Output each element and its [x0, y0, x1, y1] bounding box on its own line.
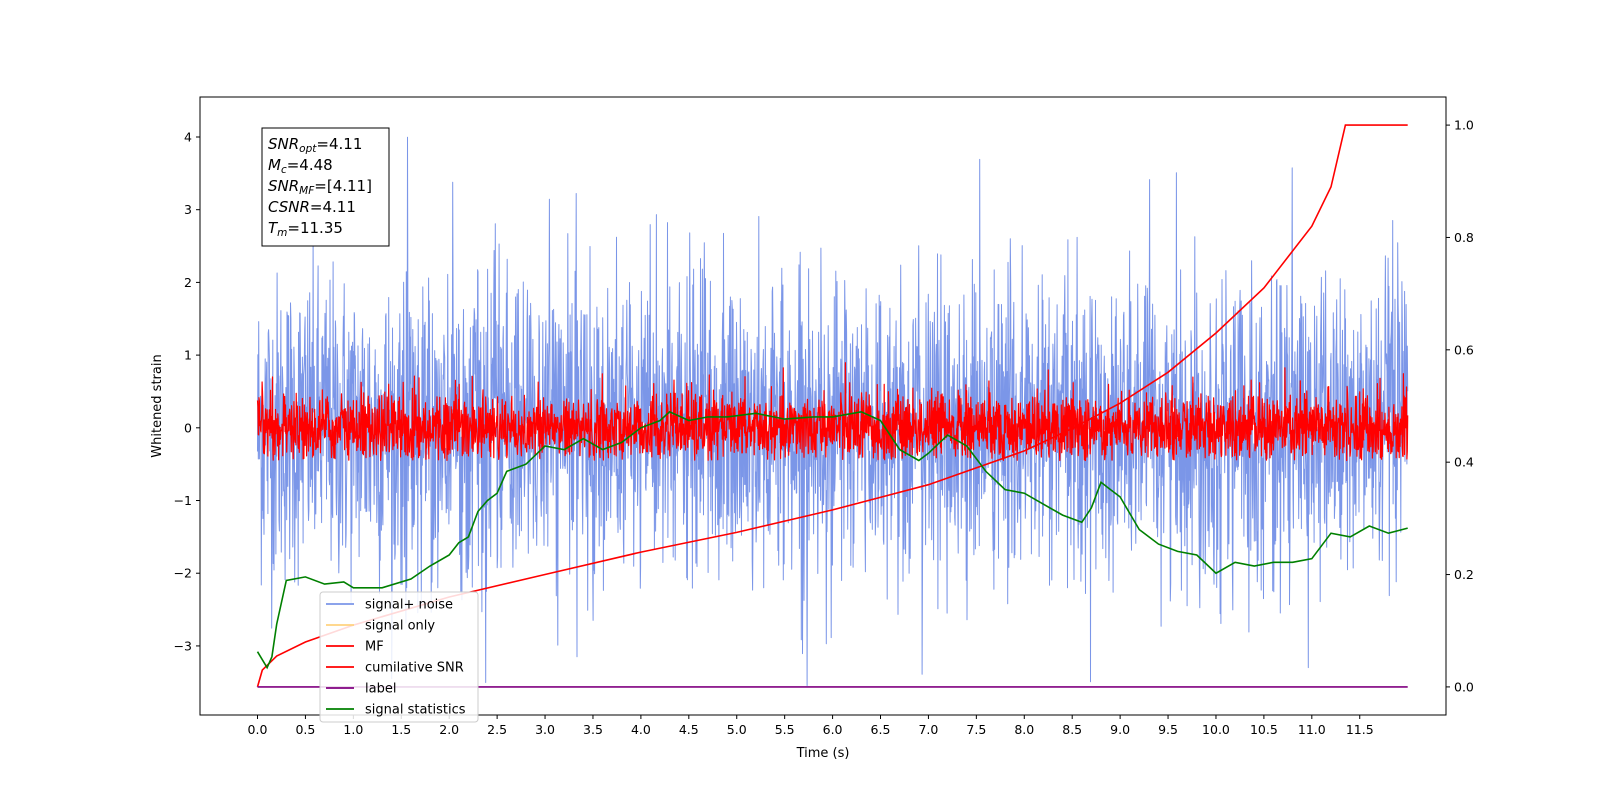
annotation-line: Tm=11.35 [268, 219, 343, 239]
y-right-tick-label: 0.4 [1454, 455, 1474, 470]
x-tick-label: 0.0 [248, 722, 268, 737]
y-right-tick-label: 0.0 [1454, 679, 1474, 694]
series-signal-noise [257, 136, 1409, 686]
legend-label: signal only [365, 619, 435, 634]
y-right-tick-label: 0.8 [1454, 230, 1474, 245]
x-tick-label: 0.5 [295, 722, 315, 737]
x-tick-label: 2.0 [439, 722, 459, 737]
x-tick-label: 4.0 [631, 722, 651, 737]
y-axis-label: Whitened strain [150, 354, 165, 457]
legend-label: cumilative SNR [365, 661, 464, 676]
y-tick-label: 3 [184, 202, 192, 217]
legend-label: MF [365, 640, 384, 655]
x-tick-label: 11.5 [1346, 722, 1374, 737]
legend-label: label [365, 682, 396, 697]
x-tick-label: 2.5 [487, 722, 507, 737]
y-tick-label: −3 [174, 638, 192, 653]
y-tick-label: 2 [184, 275, 192, 290]
annotation-line: Mc=4.48 [268, 156, 333, 176]
x-axis-label: Time (s) [796, 746, 850, 761]
x-tick-label: 5.0 [727, 722, 747, 737]
y-tick-label: 1 [184, 348, 192, 363]
annotation-line: SNRMF=[4.11] [268, 177, 372, 197]
x-tick-label: 5.5 [775, 722, 795, 737]
annotation-line: SNRopt=4.11 [268, 135, 362, 155]
x-tick-label: 9.0 [1110, 722, 1130, 737]
x-tick-label: 4.5 [679, 722, 699, 737]
y-right-tick-label: 0.2 [1454, 567, 1474, 582]
x-tick-label: 3.5 [583, 722, 603, 737]
x-tick-label: 8.5 [1062, 722, 1082, 737]
x-tick-label: 9.5 [1158, 722, 1178, 737]
legend-frame [319, 591, 479, 723]
legend-label: signal+ noise [365, 598, 453, 613]
y-tick-label: −1 [174, 493, 192, 508]
x-tick-label: 11.0 [1298, 722, 1326, 737]
legend-label: signal statistics [365, 703, 466, 718]
x-tick-label: 1.5 [391, 722, 411, 737]
y-tick-label: 4 [184, 129, 192, 144]
x-tick-label: 1.0 [343, 722, 363, 737]
x-tick-label: 6.0 [823, 722, 843, 737]
x-tick-label: 7.5 [966, 722, 986, 737]
plot-frame [199, 96, 1447, 716]
x-tick-label: 7.0 [918, 722, 938, 737]
x-tick-label: 6.5 [871, 722, 891, 737]
y-right-tick-label: 0.6 [1454, 342, 1474, 357]
y-tick-label: −2 [174, 566, 192, 581]
x-tick-label: 10.0 [1202, 722, 1230, 737]
series-signal-statistics [256, 410, 1408, 670]
annotation-line: CSNR=4.11 [268, 198, 356, 216]
x-tick-label: 8.0 [1014, 722, 1034, 737]
y-right-tick-label: 1.0 [1454, 118, 1474, 133]
annotation-frame [261, 127, 390, 247]
series-mf [256, 362, 1409, 462]
x-tick-label: 3.0 [535, 722, 555, 737]
y-tick-label: 0 [184, 420, 192, 435]
legend: signal+ noise signal only MF cumilative SNR… [319, 591, 479, 723]
x-tick-label: 10.5 [1250, 722, 1278, 737]
